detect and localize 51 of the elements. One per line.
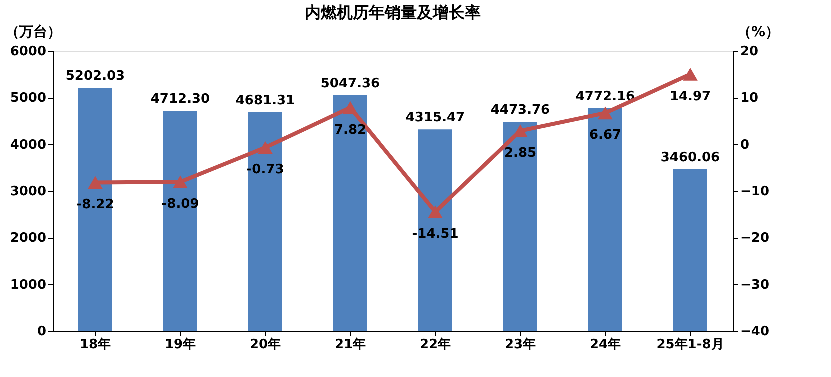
bar: [674, 170, 708, 331]
x-tick-label: 18年: [80, 338, 112, 352]
bar: [164, 111, 198, 331]
data-label: 4473.76: [490, 103, 550, 118]
y2-tick-label: −10: [740, 184, 770, 200]
y-tick-label: 5000: [10, 91, 46, 106]
data-label: 5047.36: [320, 76, 380, 92]
point: [88, 176, 103, 190]
point: [258, 141, 273, 154]
data-label: 2.85: [504, 146, 537, 162]
point: [428, 206, 443, 218]
y2-axis-title: （%）: [737, 24, 780, 40]
data-label: 14.97: [670, 89, 712, 104]
point: [683, 68, 698, 81]
x-tick-label: 19年: [164, 338, 196, 352]
point: [598, 106, 613, 120]
y-tick-label: 1000: [10, 278, 46, 293]
y2-tick-label: −30: [740, 278, 770, 293]
x-tick-label: 20年: [250, 338, 282, 352]
y2-tick-label: 20: [740, 44, 759, 60]
data-label: 6.67: [589, 128, 622, 144]
x-tick-label: 21年: [334, 338, 366, 352]
data-label: 4315.47: [406, 110, 466, 126]
y-tick-label: 0: [37, 324, 46, 340]
y-axis-title: （万台）: [6, 24, 62, 40]
y-tick-label: 3000: [10, 184, 46, 200]
point: [343, 101, 358, 114]
data-label: 5202.03: [66, 69, 126, 84]
bar: [588, 108, 622, 331]
bar: [78, 88, 112, 331]
y-tick-label: 4000: [10, 138, 46, 153]
y-tick-label: 2000: [10, 231, 46, 246]
data-label: 3460.06: [660, 150, 720, 166]
y2-tick-label: −40: [740, 324, 770, 340]
chart-title: 内燃机历年销量及增长率: [305, 3, 481, 22]
y2-tick-label: 10: [740, 91, 759, 106]
y2-tick-label: 0: [740, 138, 750, 153]
data-label: 4681.31: [236, 94, 296, 109]
x-tick-label: 22年: [420, 338, 452, 352]
x-tick-label: 24年: [590, 338, 622, 352]
data-label: 4772.16: [576, 89, 636, 104]
bar: [504, 122, 538, 331]
y2-tick-label: −20: [740, 231, 770, 246]
x-tick-label: 23年: [504, 338, 536, 352]
y-tick-label: 6000: [10, 44, 46, 60]
bar: [334, 95, 368, 331]
x-tick-label: 25年1-8月: [656, 338, 724, 352]
data-label: 7.82: [334, 122, 367, 138]
point: [173, 176, 188, 189]
data-label: 4712.30: [150, 92, 210, 108]
bar: [248, 112, 282, 331]
